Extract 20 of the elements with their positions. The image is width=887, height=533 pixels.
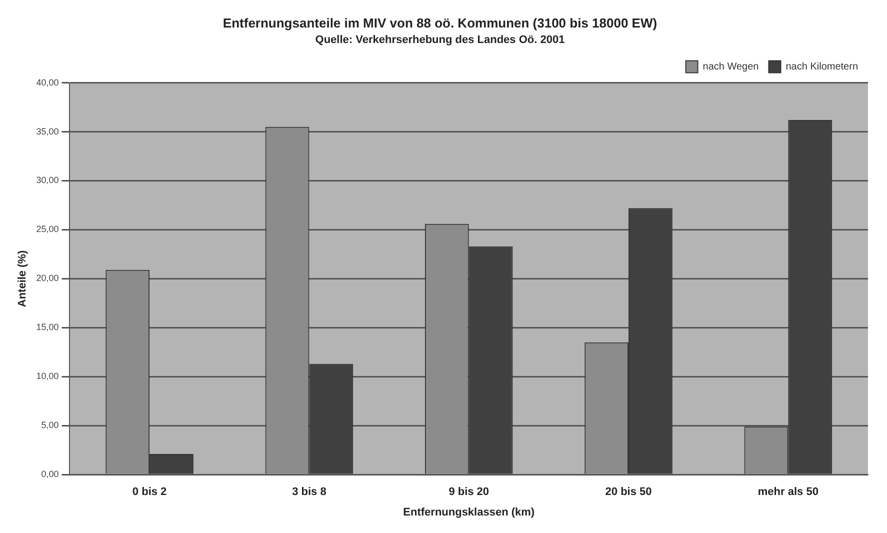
y-tick-label: 10,00 [36, 371, 59, 382]
legend-label: nach Kilometern [786, 62, 858, 73]
x-tick-label: 0 bis 2 [132, 486, 167, 498]
y-tick-label: 0,00 [41, 469, 59, 480]
chart-subtitle: Quelle: Verkehrserhebung des Landes Oö. 2001 [315, 34, 565, 46]
x-tick-label: 3 bis 8 [292, 486, 326, 498]
y-tick-label: 30,00 [36, 175, 59, 186]
x-tick-label: 9 bis 20 [448, 486, 490, 498]
y-tick-label: 25,00 [36, 224, 59, 234]
y-tick-label: 35,00 [36, 126, 59, 136]
x-tick-label: 20 bis 50 [605, 486, 652, 498]
y-tick-label: 15,00 [36, 322, 59, 332]
y-tick-label: 20,00 [36, 273, 59, 284]
x-axis-title: Entfernungsklassen (km) [403, 506, 535, 518]
x-tick-label: mehr als 50 [758, 486, 818, 498]
y-tick-label: 40,00 [36, 77, 59, 88]
chart-title: Entfernungsanteile im MIV von 88 oö. Kommunen (3100 bis 18000 EW) [222, 15, 658, 30]
y-tick-label: 5,00 [41, 420, 59, 430]
legend-label: nach Wegen [702, 62, 759, 73]
y-axis-title: Anteile (%) [16, 250, 29, 308]
